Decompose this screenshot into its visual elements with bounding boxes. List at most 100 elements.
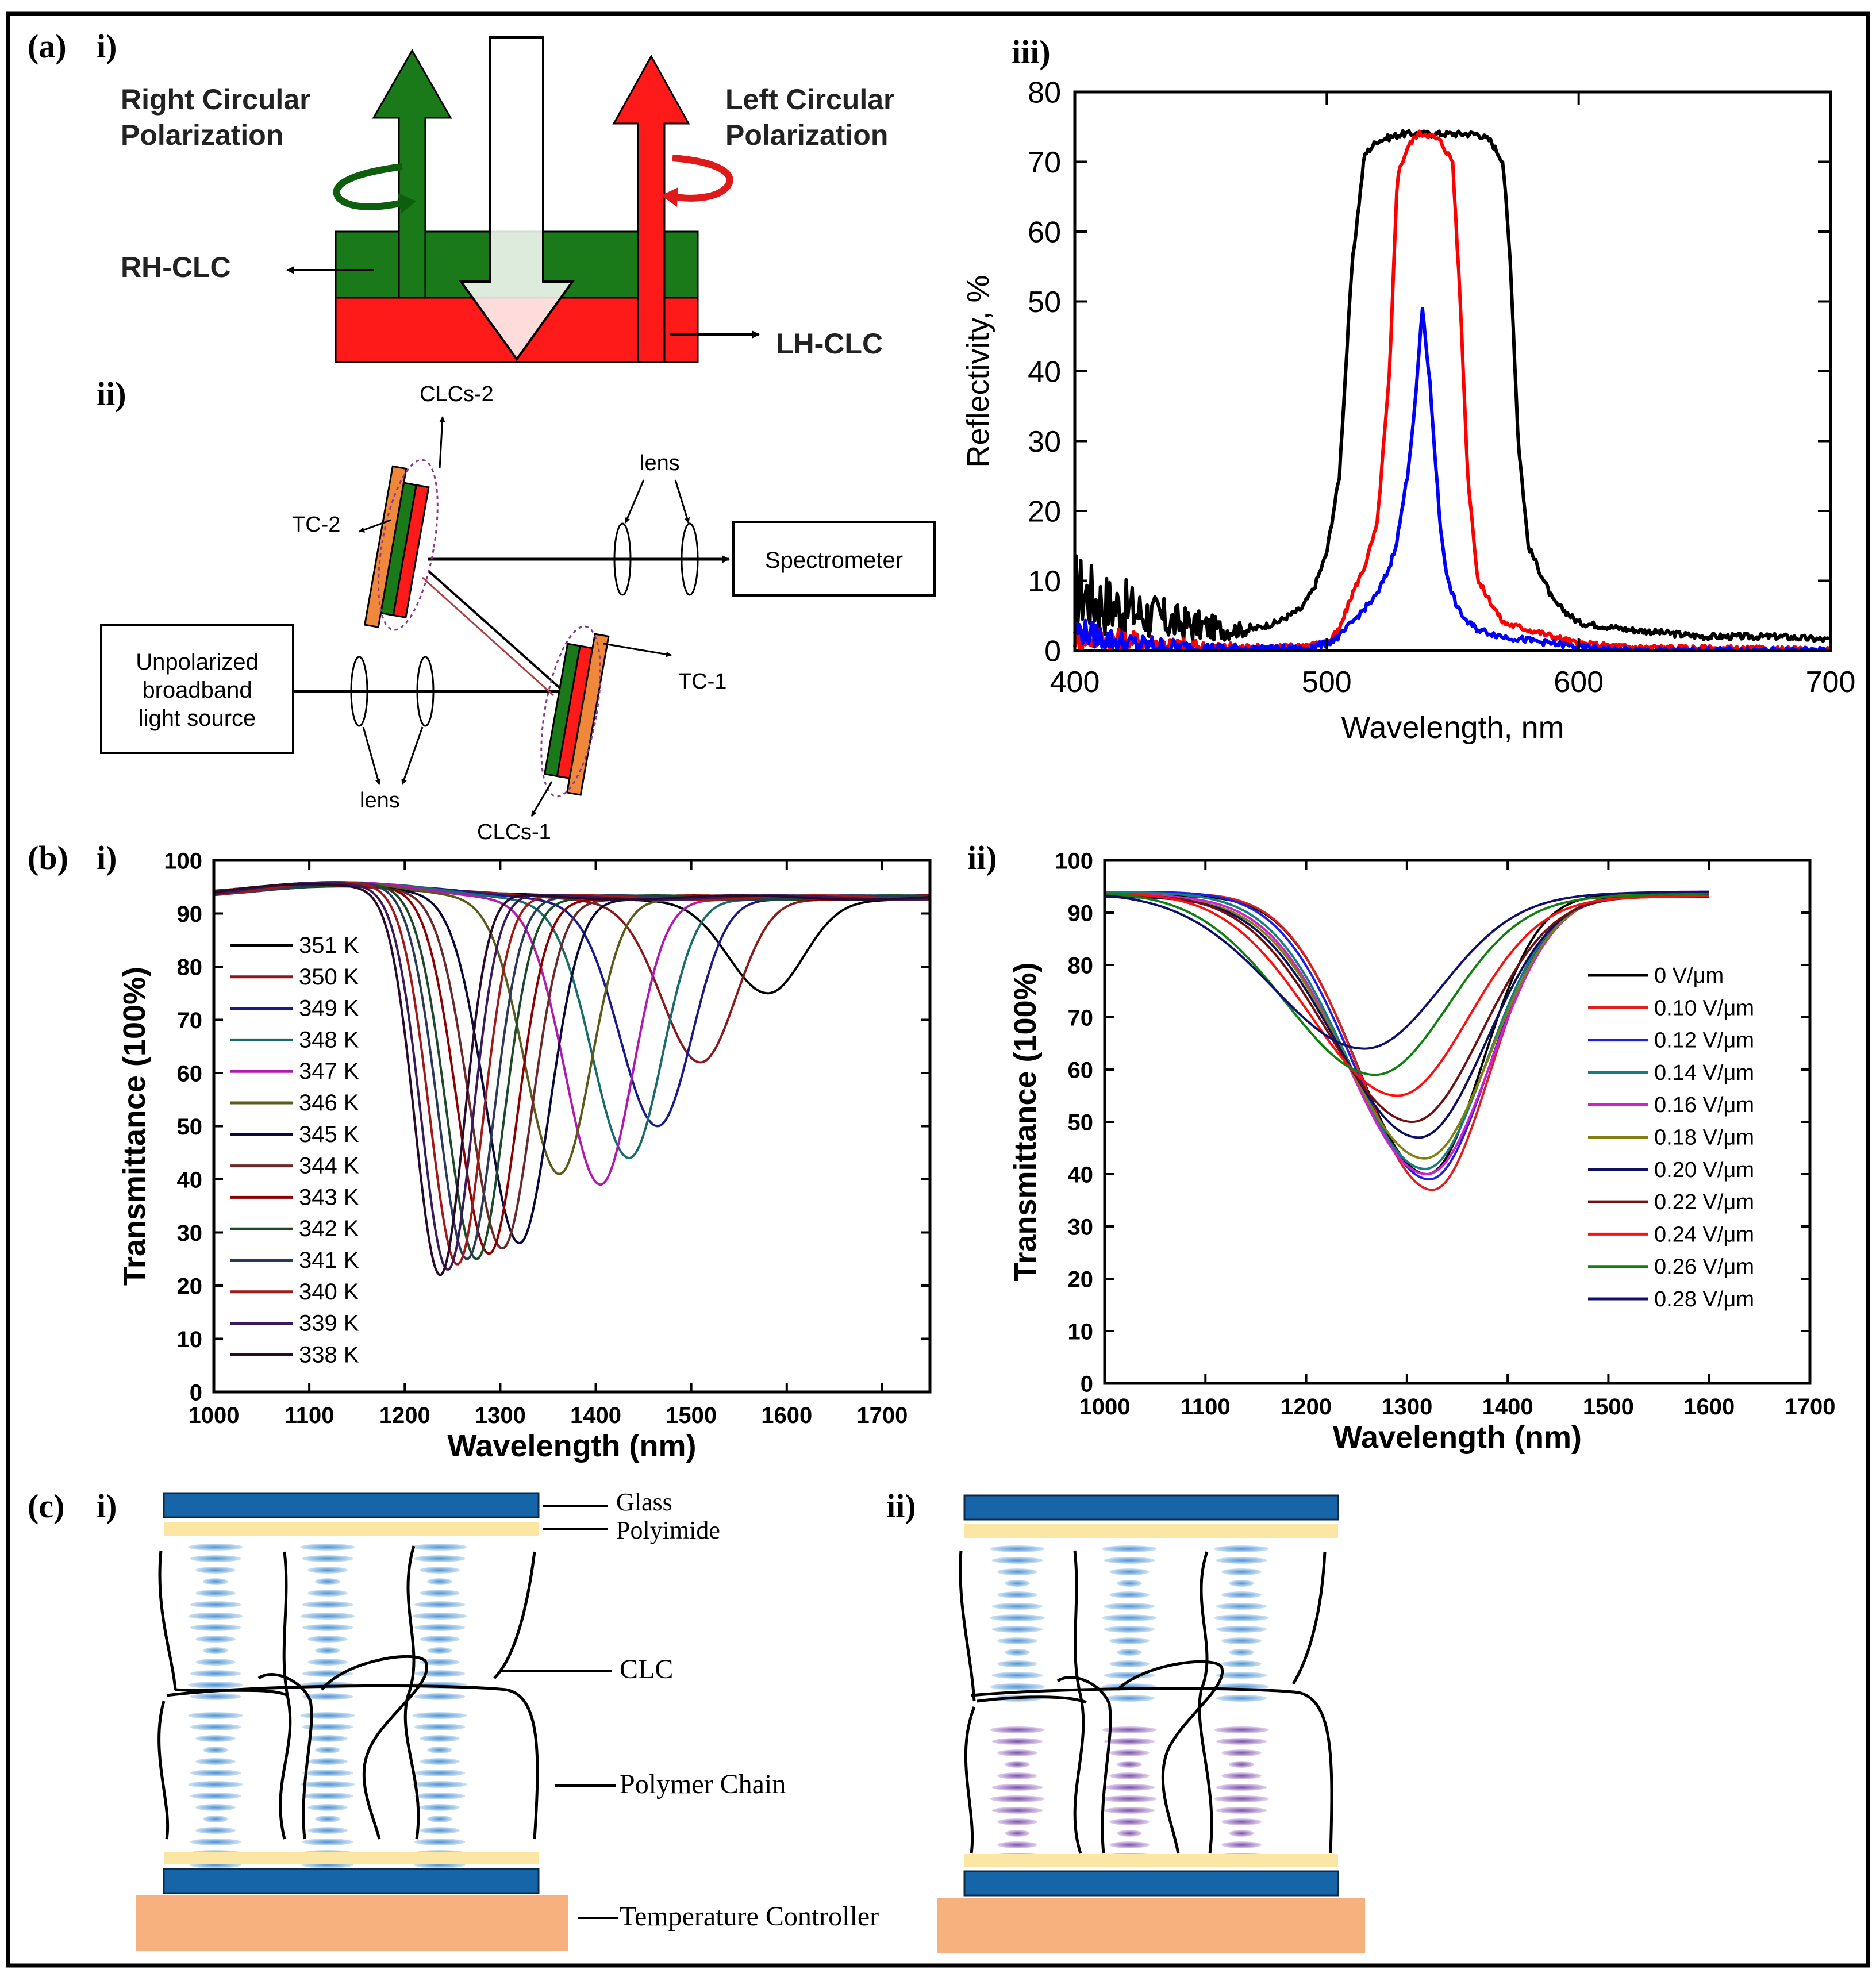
lc-molecule — [195, 1636, 236, 1643]
series-line — [1073, 129, 1831, 652]
x-tick-label: 1100 — [285, 1403, 335, 1428]
x-tick-label: 1000 — [1079, 1394, 1131, 1420]
lc-molecule — [420, 1804, 460, 1811]
series-line — [1105, 894, 1709, 1139]
series-line — [1074, 129, 1830, 643]
tc2-label: TC-2 — [292, 513, 340, 537]
diagram-c-i: Glass Polyimide CLC Polymer Chain Temper… — [136, 1488, 879, 1951]
panel-b-ii-label: ii) — [967, 839, 997, 876]
polyimide-top — [964, 1524, 1338, 1538]
lc-molecule — [195, 1758, 236, 1765]
lc-molecule — [1005, 1830, 1030, 1837]
lc-molecule — [190, 1624, 241, 1631]
lc-molecule — [302, 1693, 353, 1700]
lc-molecule — [302, 1793, 353, 1799]
tc1-label: TC-1 — [678, 670, 726, 694]
lc-molecule — [188, 1544, 243, 1551]
lc-molecule — [1117, 1761, 1142, 1768]
lc-molecule — [302, 1601, 353, 1608]
legend-label: 349 K — [299, 996, 359, 1021]
panel-a-iii-label: iii) — [1012, 33, 1051, 71]
lc-molecule — [190, 1693, 241, 1700]
lc-molecule — [997, 1660, 1037, 1667]
lc-molecule — [190, 1601, 241, 1608]
y-tick-label: 60 — [1028, 216, 1061, 249]
lc-molecule — [195, 1827, 236, 1834]
panel-b-i-label: i) — [97, 839, 117, 876]
x-tick-label: 1500 — [666, 1403, 717, 1428]
legend-label: 345 K — [299, 1122, 359, 1147]
x-tick-label: 1500 — [1583, 1394, 1634, 1420]
lc-molecule — [1216, 1626, 1267, 1633]
y-tick-label: 60 — [177, 1061, 203, 1086]
x-tick-label: 1600 — [761, 1403, 812, 1428]
polymer-chains — [157, 1545, 539, 1840]
tc1-pointer — [603, 643, 672, 657]
series-line — [1104, 890, 1709, 1170]
lc-molecule — [315, 1747, 340, 1753]
chart-transmittance-field: 1000 1100 1200 1300 1400 1500 1600 1700 0 10 20 30 4… — [1008, 848, 1835, 1455]
tc1-assembly — [540, 625, 610, 798]
legend-label: 0.10 V/μm — [1654, 996, 1754, 1020]
lc-molecule — [315, 1647, 340, 1654]
lc-molecule — [307, 1827, 348, 1834]
lc-molecule — [1104, 1626, 1155, 1633]
lc-molecule — [300, 1712, 355, 1719]
clc-molecules-bottom — [990, 1726, 1269, 1860]
lc-molecule — [420, 1758, 460, 1765]
lc-molecule — [195, 1590, 236, 1597]
lc-molecule — [190, 1793, 241, 1799]
legend-label: 342 K — [299, 1216, 359, 1241]
spectrometer-box — [732, 521, 936, 597]
clc-label: CLC — [620, 1654, 673, 1684]
diagram-a-i: Right Circular Polarization Left Circula… — [121, 36, 895, 363]
series-line — [213, 883, 931, 1276]
left-circular-label-2: Polarization — [725, 119, 888, 151]
series-line — [1105, 892, 1709, 1097]
lc-molecule — [1221, 1818, 1262, 1825]
series-line — [213, 881, 931, 1271]
lc-molecule — [1214, 1795, 1269, 1802]
beam-between-lower — [421, 576, 555, 697]
panel-b-label: (b) — [28, 839, 68, 876]
lc-molecule — [1214, 1726, 1269, 1733]
y-tick-label: 40 — [1068, 1162, 1094, 1187]
lc-molecule — [1221, 1660, 1262, 1667]
lc-molecule — [414, 1555, 466, 1562]
lc-molecule — [195, 1567, 236, 1574]
legend-label: 339 K — [299, 1311, 359, 1336]
lcp-rotation-icon — [671, 155, 733, 202]
lc-molecule — [1216, 1557, 1267, 1564]
lc-molecule — [190, 1839, 241, 1845]
polyimide-top — [164, 1522, 539, 1536]
lc-molecule — [1229, 1830, 1254, 1837]
clcs2-outline — [378, 459, 439, 631]
lc-molecule — [1117, 1580, 1142, 1587]
y-tick-label: 90 — [177, 902, 203, 927]
x-tick-label: 1400 — [1482, 1394, 1533, 1420]
clcs2-red — [392, 484, 430, 619]
lc-molecule — [307, 1735, 348, 1742]
lc-molecule — [1109, 1591, 1150, 1598]
legend-label: 351 K — [299, 933, 359, 958]
y-tick-label: 50 — [1028, 286, 1061, 319]
legend-label: 0.16 V/μm — [1654, 1093, 1754, 1117]
y-tick-label: 90 — [1068, 901, 1094, 926]
lc-molecule — [1221, 1637, 1262, 1644]
glass-bottom — [163, 1868, 540, 1894]
lc-molecule — [1109, 1568, 1150, 1575]
lens-icon — [613, 522, 632, 596]
y-tick-label: 0 — [190, 1380, 202, 1405]
lc-molecule — [203, 1578, 228, 1585]
y-tick-label: 80 — [1028, 76, 1061, 110]
lc-molecule — [1216, 1807, 1267, 1814]
lc-molecule — [1104, 1738, 1155, 1745]
x-tick-label: 1600 — [1683, 1394, 1735, 1420]
lc-molecule — [997, 1818, 1037, 1825]
lc-molecule — [1214, 1545, 1269, 1552]
y-tick-label: 20 — [1068, 1267, 1094, 1292]
lc-molecule — [195, 1804, 236, 1811]
y-tick-label: 30 — [1068, 1214, 1094, 1240]
lens-icon — [416, 656, 435, 727]
legend-label: 0.12 V/μm — [1654, 1029, 1754, 1053]
